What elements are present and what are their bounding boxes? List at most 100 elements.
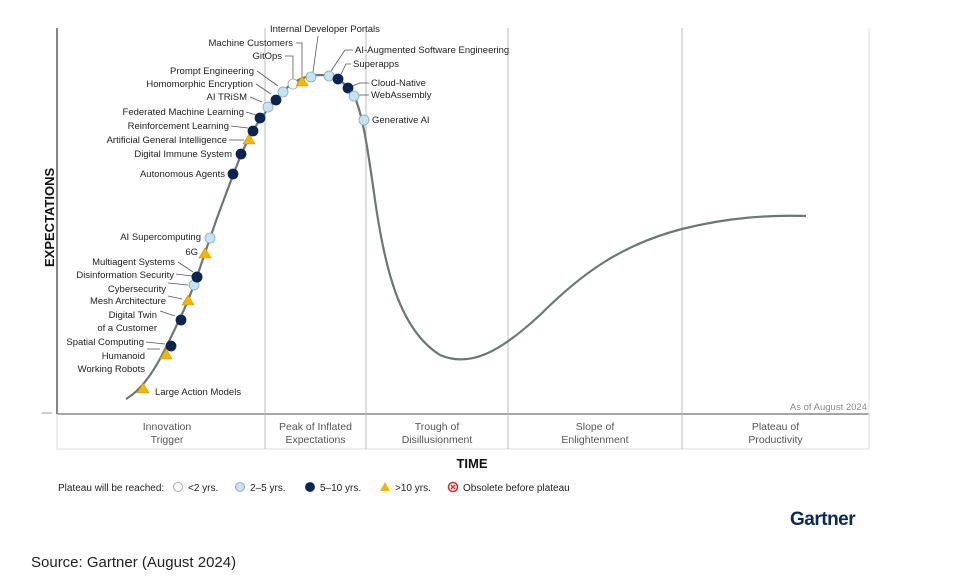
tech-label: Large Action Models — [155, 387, 241, 398]
phase-label: Enlightenment — [561, 434, 628, 446]
leader-line — [167, 282, 189, 286]
legend-label: Obsolete before plateau — [463, 483, 570, 494]
legend-label: >10 yrs. — [395, 483, 431, 494]
legend-marker-triangle — [380, 482, 390, 491]
marker-triangle — [181, 294, 195, 306]
tech-label: Machine Customers — [209, 38, 294, 49]
legend-marker-circle — [305, 482, 315, 492]
phase-label: Trigger — [151, 434, 184, 446]
leader-line — [175, 273, 193, 277]
leader-line — [296, 42, 303, 77]
tech-label: WebAssembly — [371, 90, 432, 101]
leader-line — [159, 310, 176, 317]
tech-label: Internal Developer Portals — [270, 24, 380, 35]
leader-line — [167, 295, 183, 300]
legend: Plateau will be reached: <2 yrs. 2–5 yrs.… — [58, 481, 570, 494]
leader-line — [285, 55, 294, 79]
marker-triangle — [159, 348, 173, 360]
tech-label: Working Robots — [78, 364, 146, 375]
marker-circle — [358, 114, 370, 126]
phase-dividers — [264, 28, 683, 449]
tech-label: Digital Immune System — [134, 149, 232, 160]
tech-label: Reinforcement Learning — [128, 121, 229, 132]
gartner-logo: Gartner — [790, 509, 856, 530]
tech-label: AI Supercomputing — [120, 232, 201, 243]
marker-triangle — [295, 75, 309, 87]
phase-label: Disillusionment — [402, 434, 473, 446]
marker-circle — [175, 314, 187, 326]
marker-circle — [348, 90, 360, 102]
marker-triangle — [198, 247, 212, 259]
phase-label: Slope of — [576, 421, 615, 433]
marker-circle — [191, 271, 203, 283]
marker-circle — [287, 78, 299, 90]
as-of-date: As of August 2024 — [790, 402, 867, 413]
tech-label: Mesh Architecture — [90, 296, 166, 307]
phase-label: Peak of Inflated — [279, 421, 352, 433]
markers — [136, 70, 370, 394]
tech-label: Multiagent Systems — [92, 257, 175, 268]
leader-line — [330, 49, 353, 72]
tech-label: Disinformation Security — [76, 270, 174, 281]
tech-label: GitOps — [252, 51, 282, 62]
leader-lines — [145, 35, 369, 350]
tech-label: AI-Augmented Software Engineering — [355, 45, 509, 56]
leader-line — [230, 125, 249, 129]
leader-line — [177, 261, 194, 273]
tech-label: Cloud-Native — [371, 78, 426, 89]
marker-circle — [323, 70, 335, 82]
marker-circle — [204, 232, 216, 244]
tech-label: Generative AI — [372, 115, 430, 126]
legend-marker-circle — [173, 482, 183, 492]
phase-label: Productivity — [748, 434, 803, 446]
leader-line — [145, 341, 166, 345]
marker-triangle — [242, 133, 256, 145]
legend-title: Plateau will be reached: — [58, 483, 164, 494]
marker-circle — [227, 168, 239, 180]
marker-circle — [254, 112, 266, 124]
marker-circle — [277, 86, 289, 98]
leader-line — [312, 35, 319, 73]
legend-marker-circle — [235, 482, 245, 492]
tech-label: 6G — [185, 247, 198, 258]
tech-label: of a Customer — [97, 323, 157, 334]
tech-labels: Large Action Models Humanoid Working Robot… — [66, 24, 509, 398]
leader-line — [249, 96, 263, 103]
tech-label: Superapps — [353, 59, 399, 70]
y-axis-title: EXPECTATIONS — [42, 167, 57, 267]
leader-line — [340, 63, 351, 75]
marker-circle — [247, 125, 259, 137]
phase-label: Expectations — [285, 434, 345, 446]
marker-triangle — [136, 382, 150, 394]
phase-label: Innovation — [143, 421, 192, 433]
tech-label: Spatial Computing — [66, 337, 144, 348]
legend-marker-x — [450, 484, 456, 490]
tech-label: Artificial General Intelligence — [107, 135, 227, 146]
leader-line — [255, 83, 272, 95]
tech-label: Digital Twin — [109, 310, 157, 321]
tech-label: Homomorphic Encryption — [146, 79, 253, 90]
marker-circle — [342, 82, 354, 94]
marker-circle — [305, 71, 317, 83]
tech-label: AI TRiSM — [207, 92, 248, 103]
legend-label: <2 yrs. — [188, 483, 218, 494]
leader-line — [245, 111, 257, 116]
source-caption: Source: Gartner (August 2024) — [31, 554, 237, 571]
leader-line — [351, 82, 369, 87]
tech-label: Prompt Engineering — [170, 66, 254, 77]
marker-circle — [235, 148, 247, 160]
phase-label: Trough of — [415, 421, 460, 433]
legend-label: 5–10 yrs. — [320, 483, 361, 494]
marker-circle — [332, 73, 344, 85]
tech-label: Humanoid — [102, 351, 145, 362]
phase-label: Plateau of — [752, 421, 799, 433]
tech-label: Cybersecurity — [108, 284, 166, 295]
leader-line — [256, 70, 279, 87]
tech-label: Federated Machine Learning — [123, 107, 244, 118]
x-axis-title: TIME — [456, 456, 487, 471]
marker-circle — [270, 94, 282, 106]
marker-circle — [262, 101, 274, 113]
tech-label: Autonomous Agents — [140, 169, 225, 180]
